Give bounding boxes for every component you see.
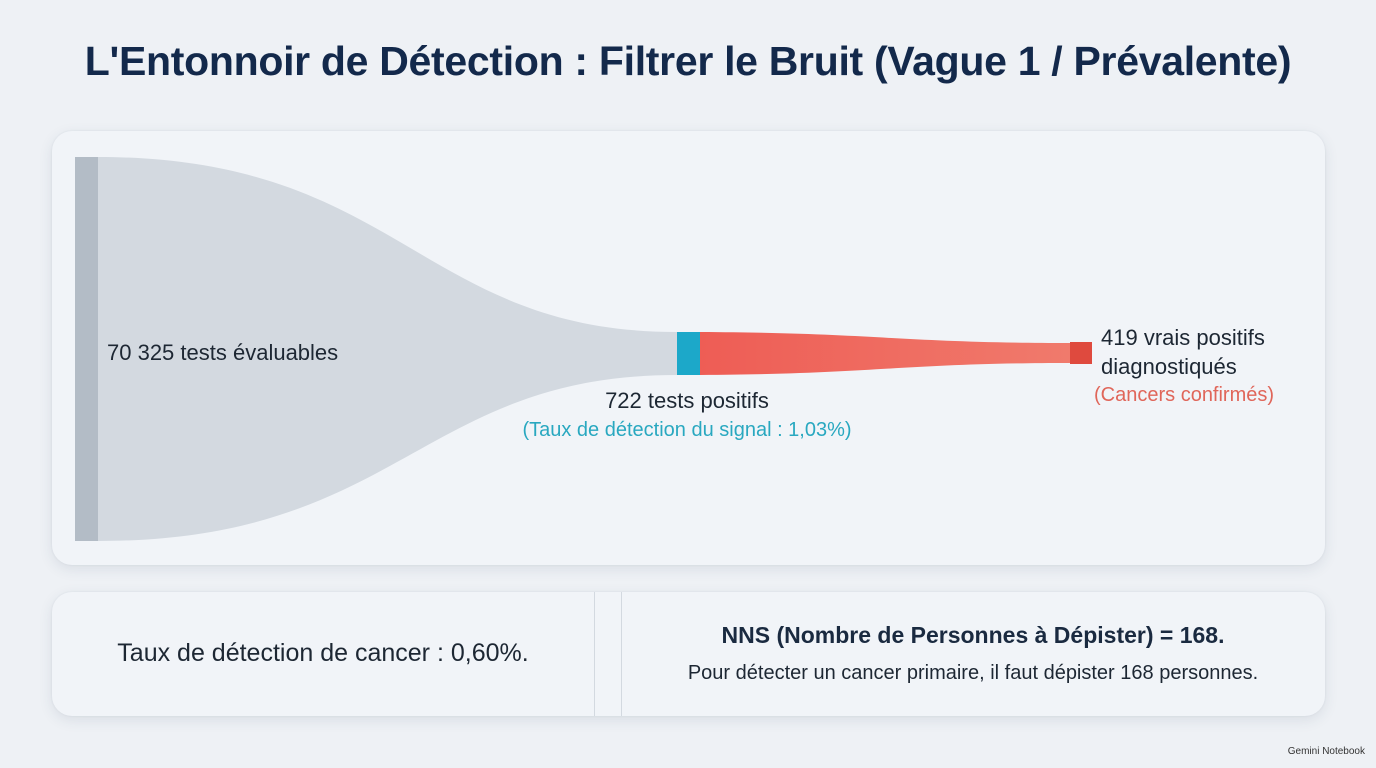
funnel-gray <box>98 157 677 541</box>
start-bar <box>75 157 98 541</box>
detection-rate: Taux de détection de cancer : 0,60%. <box>117 639 529 667</box>
end-label-1: 419 vrais positifs <box>1101 325 1265 350</box>
divider <box>621 592 622 716</box>
divider <box>594 592 595 716</box>
nns-title: NNS (Nombre de Personnes à Dépister) = 1… <box>721 622 1225 648</box>
start-label: 70 325 tests évaluables <box>107 340 339 365</box>
end-note: (Cancers confirmés) <box>1094 384 1275 406</box>
nns-text: Pour détecter un cancer primaire, il fau… <box>687 662 1259 684</box>
end-bar <box>1070 342 1092 364</box>
end-label-2: diagnostiqués <box>1101 354 1237 379</box>
title: L'Entonnoir de Détection : Filtrer le Br… <box>84 38 1292 84</box>
middle-label: 722 tests positifs <box>605 388 769 413</box>
summary-panel <box>52 592 1325 716</box>
middle-note: (Taux de détection du signal : 1,03%) <box>522 419 852 441</box>
brand: Gemini Notebook <box>1287 746 1365 757</box>
middle-bar <box>677 332 700 375</box>
funnel-red <box>700 332 1070 375</box>
